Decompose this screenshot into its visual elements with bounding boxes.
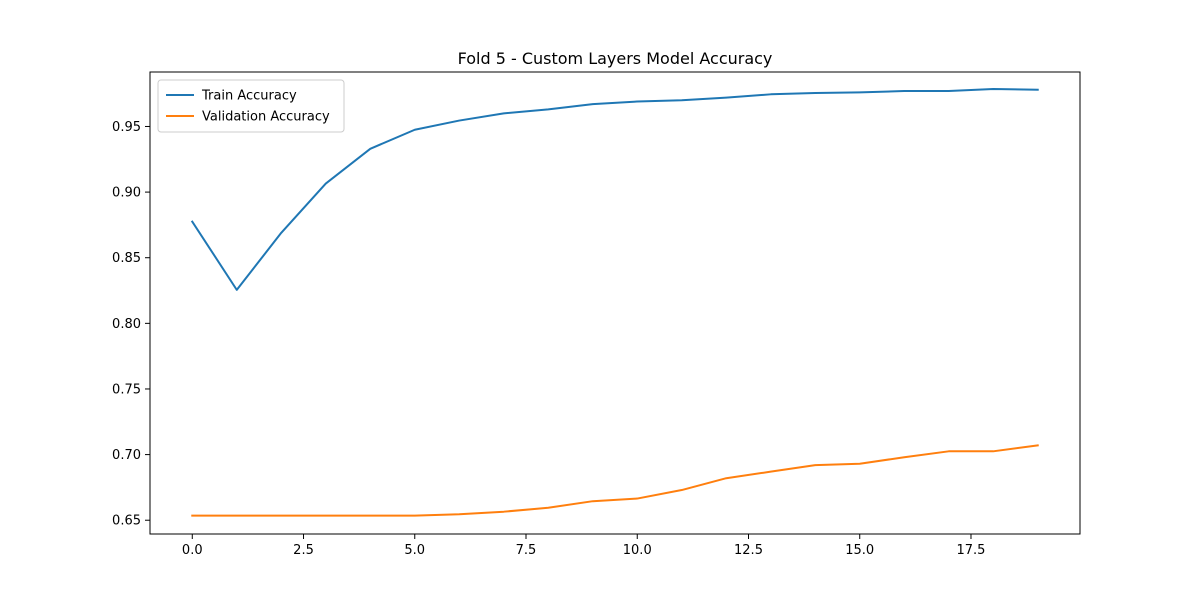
x-tick-label: 15.0 [845,543,874,558]
legend-box [157,79,345,133]
y-tick-label: 0.90 [112,186,141,201]
y-axis: 0.65 0.70 0.75 0.80 0.85 0.90 0.95 [112,120,150,529]
y-tick-label: 0.80 [112,317,141,332]
legend-label-0: Train Accuracy [201,89,297,104]
x-tick-label: 2.5 [293,543,314,558]
y-tick-label: 0.70 [112,448,141,463]
x-tick-label: 12.5 [734,543,763,558]
y-tick-label: 0.85 [112,251,141,266]
x-tick-label: 10.0 [623,543,652,558]
legend-label-1: Validation Accuracy [202,110,330,125]
y-tick-label: 0.95 [112,120,141,135]
x-axis: 0.0 2.5 5.0 7.5 10.0 12.5 15.0 17.5 [182,534,986,558]
x-tick-label: 7.5 [516,543,537,558]
x-tick-label: 5.0 [404,543,425,558]
plot-area [149,71,1081,535]
series-line-0 [190,88,1039,291]
series-line-1 [191,444,1039,517]
y-tick-label: 0.75 [112,382,141,397]
plot-frame [149,71,1081,535]
x-tick-label: 0.0 [182,543,203,558]
legend: Train Accuracy Validation Accuracy [157,79,345,133]
y-tick-label: 0.65 [112,514,141,529]
x-tick-label: 17.5 [957,543,986,558]
chart-title: Fold 5 - Custom Layers Model Accuracy [458,49,773,68]
